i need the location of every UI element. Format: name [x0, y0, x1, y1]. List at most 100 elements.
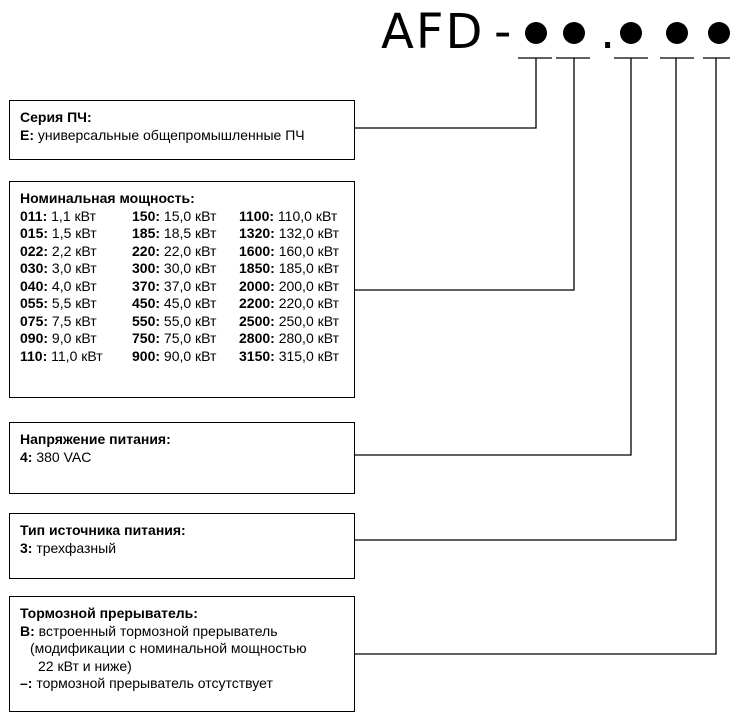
- power-code: 370:: [132, 277, 161, 294]
- series-code: E:: [20, 126, 34, 143]
- power-entry: 090: 9,0 кВт: [20, 330, 132, 348]
- power-entry: 1850: 185,0 кВт: [239, 260, 344, 278]
- power-value: 22,0 кВт: [160, 242, 217, 259]
- brake-b-text: встроенный тормозной прерыватель: [34, 622, 278, 639]
- power-entry: 2800: 280,0 кВт: [239, 330, 344, 348]
- power-value: 110,0 кВт: [274, 207, 338, 224]
- power-value: 185,0 кВт: [274, 260, 340, 276]
- voltage-item: 4: 380 VAC: [20, 449, 344, 467]
- power-entry: 1320: 132,0 кВт: [239, 225, 344, 243]
- brake-title: Тормозной прерыватель:: [20, 605, 198, 621]
- power-entry: 055: 5,5 кВт: [20, 295, 132, 313]
- voltage-box: Напряжение питания: 4: 380 VAC: [9, 422, 355, 494]
- power-code: 550:: [132, 312, 161, 329]
- power-entry: 2500: 250,0 кВт: [239, 313, 344, 331]
- power-entry: 450: 45,0 кВт: [132, 295, 239, 313]
- supply-box: Тип источника питания: 3: трехфазный: [9, 513, 355, 579]
- model-separator: .: [600, 4, 616, 60]
- power-entry: 075: 7,5 кВт: [20, 313, 132, 331]
- power-entry: 3150: 315,0 кВт: [239, 348, 344, 366]
- power-code: 2000:: [239, 277, 275, 294]
- power-code: 2200:: [239, 295, 275, 311]
- power-value: 4,0 кВт: [48, 277, 97, 294]
- supply-title: Тип источника питания:: [20, 522, 186, 538]
- power-code: 110:: [20, 347, 48, 364]
- supply-text: трехфазный: [32, 539, 117, 556]
- power-entry: 370: 37,0 кВт: [132, 278, 239, 296]
- series-text: универсальные общепромышленные ПЧ: [34, 126, 305, 143]
- power-entry: 900: 90,0 кВт: [132, 348, 239, 366]
- power-code: 2800:: [239, 330, 275, 346]
- power-code: 090:: [20, 330, 49, 346]
- power-value: 1,1 кВт: [47, 207, 96, 224]
- power-entry: 110: 11,0 кВт: [20, 348, 132, 366]
- power-entry: 1600: 160,0 кВт: [239, 243, 344, 261]
- power-code: 040:: [20, 277, 49, 294]
- power-code: 030:: [20, 260, 49, 276]
- power-entry: 150: 15,0 кВт: [132, 208, 239, 226]
- power-code: 185:: [132, 225, 161, 241]
- code-dot-power: [563, 22, 585, 44]
- power-entry: 040: 4,0 кВт: [20, 278, 132, 296]
- power-code: 075:: [20, 312, 49, 329]
- power-value: 132,0 кВт: [274, 225, 340, 241]
- power-code: 750:: [132, 330, 161, 346]
- supply-code: 3:: [20, 539, 33, 556]
- code-dot-supply: [666, 22, 688, 44]
- power-code: 3150:: [239, 347, 275, 364]
- power-value: 90,0 кВт: [160, 347, 217, 364]
- power-entry: 2200: 220,0 кВт: [239, 295, 344, 313]
- power-value: 280,0 кВт: [274, 330, 340, 346]
- brake-item-b: B: встроенный тормозной прерыватель: [20, 623, 344, 641]
- model-prefix: AFD: [381, 4, 485, 60]
- power-code: 2500:: [239, 312, 275, 329]
- power-value: 9,0 кВт: [48, 330, 97, 346]
- power-entry: 220: 22,0 кВт: [132, 243, 239, 261]
- power-code: 055:: [20, 295, 49, 311]
- power-entry: 185: 18,5 кВт: [132, 225, 239, 243]
- power-grid: 011: 1,1 кВт 150: 15,0 кВт 1100: 110,0 кВт…: [20, 208, 344, 366]
- power-value: 160,0 кВт: [274, 242, 340, 259]
- power-box: Номинальная мощность: 011: 1,1 кВт 150: 1…: [9, 181, 355, 398]
- power-value: 220,0 кВт: [274, 295, 340, 311]
- power-entry: 300: 30,0 кВт: [132, 260, 239, 278]
- power-value: 250,0 кВт: [274, 312, 340, 329]
- model-dash: -: [494, 4, 512, 60]
- power-entry: 550: 55,0 кВт: [132, 313, 239, 331]
- power-value: 7,5 кВт: [48, 312, 97, 329]
- power-value: 11,0 кВт: [47, 347, 103, 364]
- power-code: 1320:: [239, 225, 275, 241]
- power-code: 150:: [132, 207, 161, 224]
- power-code: 022:: [20, 242, 49, 259]
- voltage-text: 380 VAC: [32, 448, 92, 465]
- power-entry: 022: 2,2 кВт: [20, 243, 132, 261]
- power-code: 1600:: [239, 242, 275, 259]
- brake-b-note-2: 22 кВт и ниже): [38, 657, 132, 674]
- power-value: 30,0 кВт: [160, 260, 217, 276]
- power-title: Номинальная мощность:: [20, 190, 195, 206]
- power-code: 300:: [132, 260, 161, 276]
- code-dot-series: [525, 22, 547, 44]
- power-value: 200,0 кВт: [274, 277, 340, 294]
- power-entry: 030: 3,0 кВт: [20, 260, 132, 278]
- brake-b-code: B:: [20, 622, 35, 639]
- power-code: 900:: [132, 347, 161, 364]
- power-value: 37,0 кВт: [160, 277, 217, 294]
- series-item: E: универсальные общепромышленные ПЧ: [20, 127, 344, 145]
- brake-none-text: тормозной прерыватель отсутствует: [32, 675, 273, 691]
- power-entry: 2000: 200,0 кВт: [239, 278, 344, 296]
- power-value: 1,5 кВт: [48, 225, 97, 241]
- series-box: Серия ПЧ: E: универсальные общепромышлен…: [9, 100, 355, 160]
- power-value: 55,0 кВт: [160, 312, 217, 329]
- power-value: 15,0 кВт: [160, 207, 217, 224]
- power-entry: 1100: 110,0 кВт: [239, 208, 344, 226]
- power-entry: 015: 1,5 кВт: [20, 225, 132, 243]
- power-value: 18,5 кВт: [160, 225, 217, 241]
- power-value: 2,2 кВт: [48, 242, 97, 259]
- power-code: 1100:: [239, 207, 275, 224]
- voltage-code: 4:: [20, 448, 33, 465]
- voltage-title: Напряжение питания:: [20, 431, 171, 447]
- power-entry: 011: 1,1 кВт: [20, 208, 132, 226]
- power-code: 1850:: [239, 260, 275, 276]
